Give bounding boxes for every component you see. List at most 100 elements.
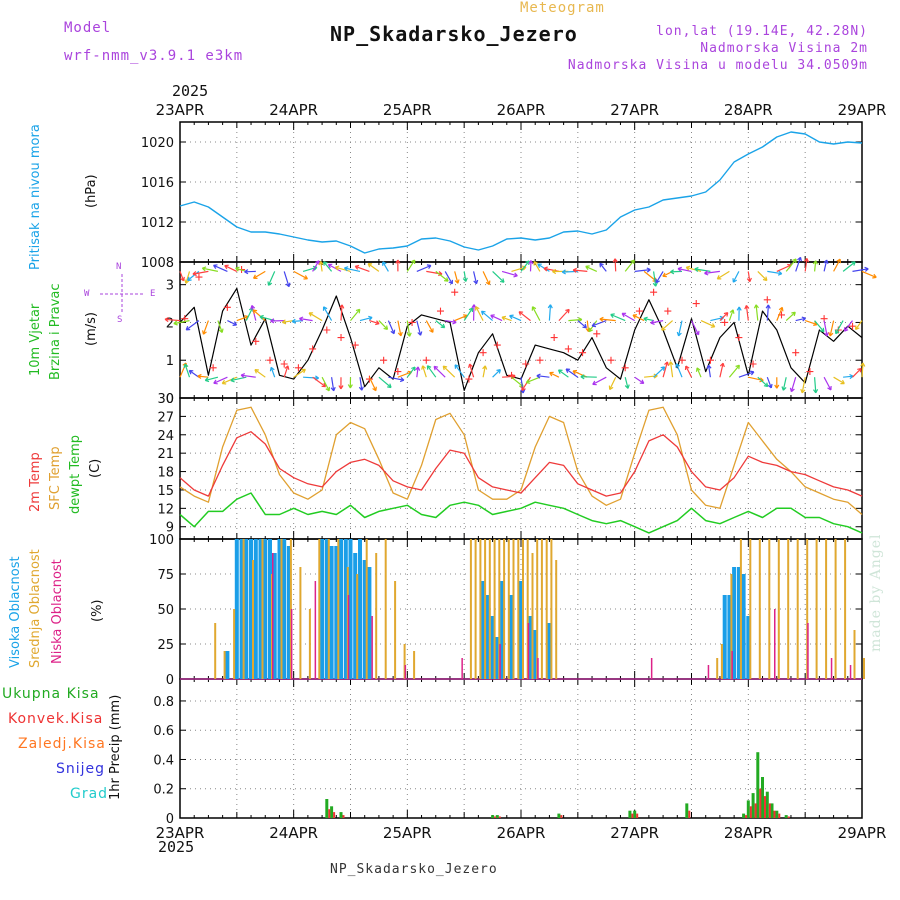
mid-cloud-bar — [498, 539, 501, 679]
wind-direction-arrow — [468, 363, 475, 378]
wind-direction-arrow — [321, 376, 330, 392]
wind-gust-marker — [536, 356, 544, 364]
wind-direction-arrow — [416, 264, 432, 272]
high-cloud-bar — [358, 539, 362, 679]
mid-cloud-bar — [403, 644, 406, 679]
y-tick-label: 0 — [166, 673, 174, 688]
wind-direction-arrow — [565, 368, 579, 378]
total-precip-bar — [325, 799, 329, 818]
y-tick-label: 18 — [157, 466, 174, 481]
x-tick-label-top: 24APR — [269, 101, 318, 119]
y-tick-label: 1020 — [141, 136, 174, 151]
conv-precip-bar — [754, 803, 757, 818]
wind-direction-arrow — [425, 320, 434, 333]
wind-gust-marker — [564, 345, 572, 353]
wind-direction-arrow — [338, 377, 344, 390]
y-tick-label: 50 — [157, 603, 174, 618]
wind-direction-arrow — [634, 267, 651, 273]
conv-precip-bar — [759, 788, 762, 818]
mid-cloud-bar — [299, 567, 302, 679]
wind-direction-arrow — [202, 320, 209, 335]
wind-direction-arrow — [426, 365, 437, 378]
conv-precip-bar — [560, 815, 563, 818]
high-cloud-bar — [339, 539, 343, 679]
mid-cloud-bar — [308, 609, 311, 679]
wind-gust-marker — [422, 356, 430, 364]
x-tick-label-top: 27APR — [610, 101, 659, 119]
total-precip-bar — [770, 803, 774, 818]
wind-direction-arrow — [330, 377, 336, 392]
wind-direction-arrow — [676, 320, 683, 337]
high-cloud-bar — [244, 539, 249, 679]
x-tick-label-bottom: 23APR — [156, 824, 205, 842]
low-cloud-bar — [314, 581, 317, 679]
mid-cloud-bar — [806, 539, 809, 679]
wind-direction-arrow — [416, 320, 423, 336]
compass-e: E — [150, 289, 156, 299]
wind-direction-arrow — [339, 304, 345, 321]
mid-cloud-bar — [526, 539, 529, 679]
high-cloud-bar — [348, 539, 353, 679]
high-cloud-bar — [234, 539, 239, 679]
wind-direction-arrow — [608, 376, 617, 391]
wind-direction-arrow — [690, 320, 700, 336]
conv-precip-bar — [494, 816, 497, 818]
wind-direction-arrow — [252, 270, 266, 279]
conv-precip-bar — [342, 815, 345, 818]
wind-direction-arrow — [624, 259, 635, 272]
wind-gust-marker — [365, 375, 373, 383]
wind-gust-marker — [806, 368, 814, 376]
low-cloud-bar — [290, 609, 293, 679]
wind-gust-marker — [351, 341, 359, 349]
wind-direction-arrow — [227, 320, 238, 326]
wind-direction-arrow — [572, 267, 588, 273]
wind-direction-arrow — [716, 270, 730, 280]
y-tick-label: 3 — [166, 279, 174, 294]
conv-precip-bar — [768, 803, 771, 818]
wind-direction-arrow — [444, 271, 453, 285]
wind-direction-arrow — [367, 263, 380, 272]
x-tick-label-bottom: 27APR — [610, 824, 659, 842]
total-precip-bar — [491, 815, 495, 818]
conv-precip-bar — [773, 810, 776, 818]
wind-gust-marker — [692, 300, 700, 308]
wind-direction-arrow — [369, 320, 380, 326]
wind-direction-arrow — [164, 316, 181, 323]
wind-direction-arrow — [785, 258, 797, 272]
wind-direction-arrow — [269, 366, 276, 378]
wind-gust-marker — [280, 360, 288, 368]
high-cloud-bar — [509, 595, 514, 679]
high-cloud-bar — [528, 616, 533, 679]
wind-gust-marker — [607, 356, 615, 364]
mid-cloud-bar — [522, 539, 524, 679]
y-tick-label: 24 — [157, 429, 174, 444]
mid-cloud-bar — [730, 574, 733, 679]
mid-cloud-bar — [327, 539, 330, 679]
high-cloud-bar — [741, 574, 746, 679]
wind-direction-arrow — [813, 377, 819, 394]
wind-direction-arrow — [746, 271, 752, 283]
wind-direction-arrow — [738, 370, 755, 378]
high-cloud-bar — [732, 567, 737, 679]
wind-gust-marker — [522, 360, 530, 368]
wind-gust-marker — [635, 307, 643, 315]
wind-direction-arrow — [183, 363, 191, 378]
high-cloud-bar — [225, 651, 230, 679]
wind-direction-arrow — [480, 310, 493, 322]
y-tick-label: 1012 — [141, 216, 174, 231]
wind-direction-arrow — [201, 266, 219, 272]
total-precip-bar — [330, 806, 334, 818]
mid-cloud-bar — [716, 658, 719, 679]
low-cloud-bar — [527, 623, 530, 679]
mid-cloud-bar — [479, 539, 482, 679]
wind-direction-arrow — [531, 306, 541, 321]
total-precip-bar — [761, 777, 764, 818]
wind-direction-arrow — [463, 307, 474, 321]
low-cloud-bar — [731, 651, 733, 679]
wind-direction-arrow — [501, 315, 512, 322]
wind-direction-arrow — [185, 320, 200, 331]
x-tick-label-top: 29APR — [838, 101, 887, 119]
wind-direction-arrow — [213, 264, 228, 272]
mid-cloud-bar — [550, 539, 553, 679]
wind-gust-marker — [337, 334, 345, 342]
